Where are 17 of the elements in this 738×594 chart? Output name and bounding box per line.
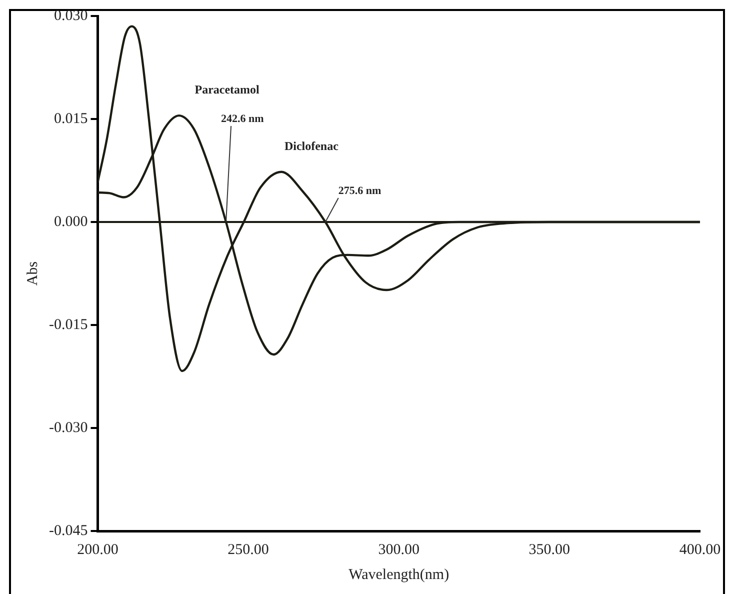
- x-tick-label: 300.00: [378, 542, 420, 558]
- y-axis-title: Abs: [24, 261, 41, 286]
- y-tick-label: 0.000: [54, 214, 88, 230]
- y-tick-label: -0.030: [48, 420, 88, 436]
- x-tick-label: 250.00: [228, 542, 269, 558]
- y-tick-label: -0.045: [48, 522, 88, 539]
- x-tick-label: 400.00: [679, 542, 721, 558]
- y-tick-label: -0.015: [48, 316, 88, 333]
- y-tick-label: 0.030: [54, 8, 88, 24]
- y-tick-label: 0.015: [54, 110, 88, 127]
- series-label: Paracetamol: [194, 82, 260, 97]
- x-axis-title: Wavelength(nm): [348, 566, 450, 583]
- series-label: Diclofenac: [284, 138, 340, 153]
- x-tick-label: 350.00: [528, 542, 570, 558]
- x-tick-label: 200.00: [77, 542, 118, 558]
- annotation: 275.6 nm: [338, 185, 382, 197]
- annotation: 242.6 nm: [221, 113, 264, 125]
